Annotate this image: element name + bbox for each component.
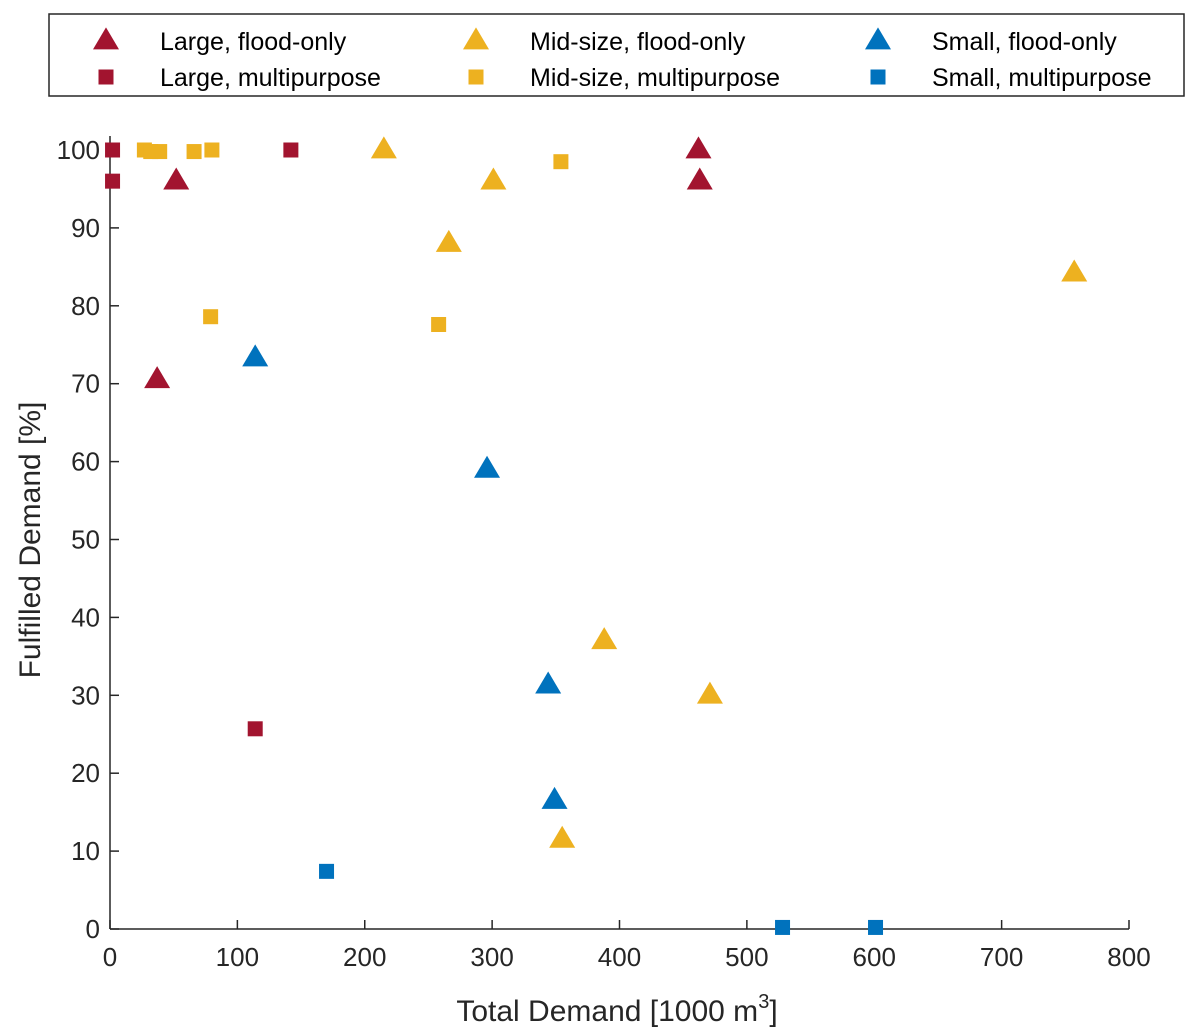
y-tick-label: 10 — [71, 836, 100, 866]
data-point-small-flood-only — [242, 344, 269, 367]
y-tick-label: 80 — [71, 291, 100, 321]
y-tick-label: 100 — [57, 135, 100, 165]
data-point-large-multipurpose — [247, 721, 263, 737]
data-point-mid-size-multipurpose — [553, 154, 569, 170]
legend-marker-small-multipurpose — [870, 69, 886, 85]
data-point-mid-size-flood-only — [696, 681, 723, 704]
y-tick-label: 90 — [71, 213, 100, 243]
y-tick-label: 50 — [71, 525, 100, 555]
legend-label-mid-size-multipurpose: Mid-size, multipurpose — [530, 64, 780, 92]
data-point-small-multipurpose — [319, 863, 335, 879]
series-large-flood-only — [144, 136, 713, 389]
data-point-large-flood-only — [686, 167, 713, 190]
x-tick-label: 100 — [216, 942, 259, 972]
data-point-mid-size-multipurpose — [203, 309, 219, 325]
data-point-mid-size-flood-only — [370, 136, 397, 159]
data-point-mid-size-multipurpose — [204, 142, 220, 158]
data-point-mid-size-flood-only — [549, 825, 576, 848]
series-large-multipurpose — [105, 142, 299, 737]
y-axis-label: Fulfilled Demand [%] — [14, 402, 47, 679]
series-mid-size-flood-only — [370, 136, 1088, 848]
y-tick-label: 40 — [71, 602, 100, 632]
x-tick-label: 0 — [103, 942, 117, 972]
x-axis-label-suffix: ] — [769, 995, 777, 1028]
data-point-large-flood-only — [144, 366, 171, 389]
y-tick-label: 0 — [86, 914, 100, 944]
legend-marker-mid-size-multipurpose — [468, 69, 484, 85]
series-small-flood-only — [242, 344, 568, 809]
y-tick-label: 70 — [71, 369, 100, 399]
data-point-large-multipurpose — [283, 142, 299, 158]
data-point-large-flood-only — [163, 167, 190, 190]
data-point-large-multipurpose — [105, 142, 121, 158]
data-point-small-flood-only — [474, 455, 501, 478]
x-tick-label: 200 — [343, 942, 386, 972]
legend-label-small-flood-only: Small, flood-only — [932, 28, 1117, 56]
data-point-mid-size-multipurpose — [186, 144, 202, 160]
series-mid-size-multipurpose — [136, 142, 569, 332]
ticks: 0 100 200 300 400 500 600 700 800 0 10 20 30 40 50 60 70… — [57, 135, 1151, 972]
x-tick-label: 300 — [470, 942, 513, 972]
x-tick-label: 500 — [725, 942, 768, 972]
legend-label-small-multipurpose: Small, multipurpose — [932, 64, 1152, 92]
x-axis-label: Total Demand [1000 m3] — [456, 991, 777, 1028]
x-tick-label: 400 — [598, 942, 641, 972]
legend-marker-large-flood-only — [93, 27, 119, 50]
data-point-mid-size-flood-only — [435, 229, 462, 252]
y-tick-label: 20 — [71, 758, 100, 788]
data-point-small-multipurpose — [775, 919, 791, 935]
data-point-small-flood-only — [535, 671, 562, 694]
data-point-mid-size-multipurpose — [431, 316, 447, 332]
data-point-mid-size-flood-only — [480, 167, 507, 190]
x-tick-label: 700 — [980, 942, 1023, 972]
legend: Large, flood-only Mid-size, flood-only Sma… — [48, 13, 1185, 97]
x-tick-label: 800 — [1107, 942, 1150, 972]
data-point-small-flood-only — [541, 786, 568, 809]
series-small-multipurpose — [319, 863, 884, 935]
legend-label-large-multipurpose: Large, multipurpose — [160, 64, 381, 92]
data-point-mid-size-flood-only — [591, 627, 618, 650]
legend-marker-large-multipurpose — [98, 69, 114, 85]
legend-label-mid-size-flood-only: Mid-size, flood-only — [530, 28, 746, 56]
x-axis-label-superscript: 3 — [758, 991, 769, 1013]
data-marks — [105, 136, 1088, 935]
x-axis-label-main: Total Demand [1000 m — [456, 995, 758, 1028]
legend-box — [48, 13, 1185, 97]
y-tick-label: 60 — [71, 447, 100, 477]
legend-marker-mid-size-flood-only — [463, 27, 489, 50]
legend-label-large-flood-only: Large, flood-only — [160, 28, 347, 56]
data-point-small-multipurpose — [868, 919, 884, 935]
data-point-large-multipurpose — [105, 173, 121, 189]
data-point-mid-size-multipurpose — [152, 144, 168, 160]
x-tick-label: 600 — [853, 942, 896, 972]
data-point-mid-size-flood-only — [1061, 259, 1088, 282]
legend-marker-small-flood-only — [865, 27, 891, 50]
y-tick-label: 30 — [71, 680, 100, 710]
data-point-large-flood-only — [685, 136, 712, 159]
axes — [109, 136, 1129, 930]
